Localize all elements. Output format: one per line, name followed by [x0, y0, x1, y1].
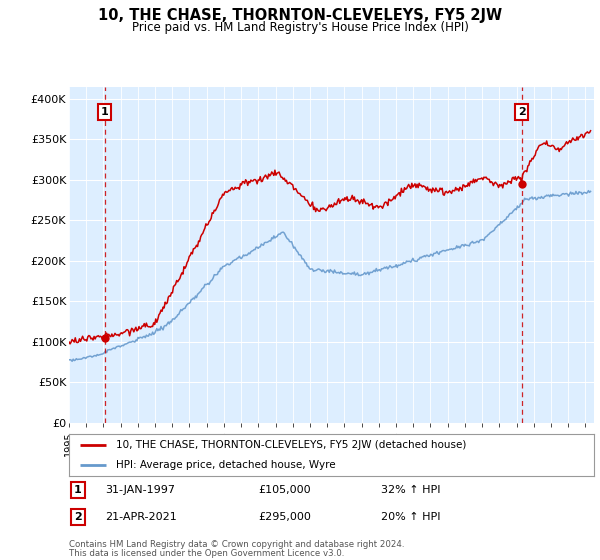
Text: £105,000: £105,000: [258, 485, 311, 495]
Text: This data is licensed under the Open Government Licence v3.0.: This data is licensed under the Open Gov…: [69, 549, 344, 558]
Text: 32% ↑ HPI: 32% ↑ HPI: [381, 485, 440, 495]
Text: 31-JAN-1997: 31-JAN-1997: [105, 485, 175, 495]
Text: HPI: Average price, detached house, Wyre: HPI: Average price, detached house, Wyre: [116, 460, 336, 470]
Text: 1: 1: [74, 485, 82, 495]
Text: 10, THE CHASE, THORNTON-CLEVELEYS, FY5 2JW (detached house): 10, THE CHASE, THORNTON-CLEVELEYS, FY5 2…: [116, 440, 467, 450]
Text: Contains HM Land Registry data © Crown copyright and database right 2024.: Contains HM Land Registry data © Crown c…: [69, 540, 404, 549]
Text: 1: 1: [101, 107, 109, 117]
Text: 2: 2: [74, 512, 82, 522]
Text: 10, THE CHASE, THORNTON-CLEVELEYS, FY5 2JW: 10, THE CHASE, THORNTON-CLEVELEYS, FY5 2…: [98, 8, 502, 24]
Text: 2: 2: [518, 107, 526, 117]
Text: 20% ↑ HPI: 20% ↑ HPI: [381, 512, 440, 522]
Text: 21-APR-2021: 21-APR-2021: [105, 512, 177, 522]
Text: £295,000: £295,000: [258, 512, 311, 522]
Text: Price paid vs. HM Land Registry's House Price Index (HPI): Price paid vs. HM Land Registry's House …: [131, 21, 469, 34]
